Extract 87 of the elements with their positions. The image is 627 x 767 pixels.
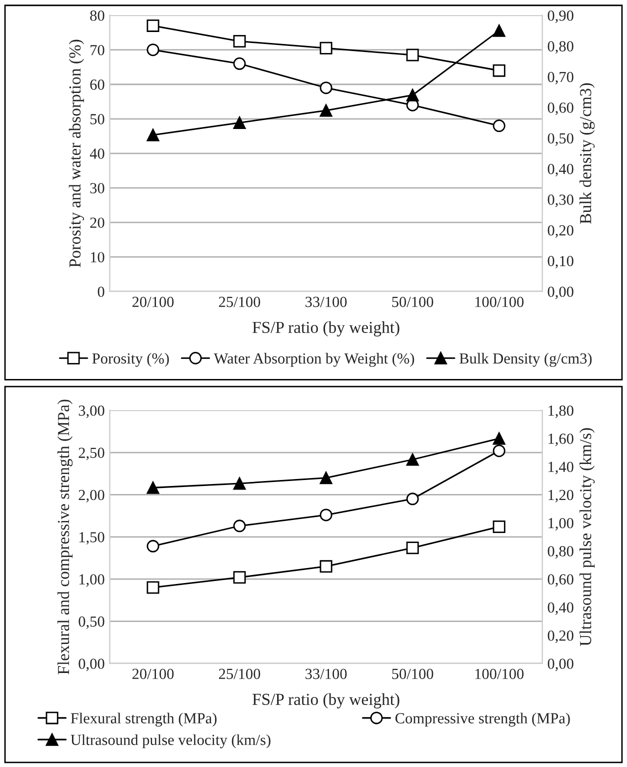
point xyxy=(320,42,332,54)
y-tick-label: 40 xyxy=(90,148,104,159)
y2-tick-label: 0,90 xyxy=(548,10,574,23)
y-tick-label: 0,00 xyxy=(78,658,104,672)
legend-label: Water Absorption by Weight (%) xyxy=(214,352,414,367)
x-tick-label: 33/100 xyxy=(306,668,347,680)
y-tick-label: 0 xyxy=(98,286,104,297)
point xyxy=(233,520,246,532)
y-axis-title: Porosity and water absorption (%) xyxy=(68,40,84,268)
point xyxy=(492,120,506,132)
legend-label: Porosity (%) xyxy=(92,352,169,367)
point xyxy=(233,477,246,490)
x-tick-label: 100/100 xyxy=(475,296,524,308)
x-tick-label: 25/100 xyxy=(218,296,260,308)
point xyxy=(406,453,419,466)
point xyxy=(492,432,506,445)
point xyxy=(320,82,332,94)
point xyxy=(320,560,332,573)
y2-tick-label: 1,00 xyxy=(548,518,574,530)
y2-tick-label: 0,40 xyxy=(548,602,574,615)
y2-axis-title: Bulk density (g/cm3) xyxy=(580,83,595,224)
y-tick-label: 0,50 xyxy=(78,616,104,629)
y-tick-label: 70 xyxy=(90,44,104,56)
point xyxy=(492,520,506,534)
y2-tick-label: 0,70 xyxy=(548,72,574,84)
x-tick-label: 20/100 xyxy=(132,296,174,308)
y2-tick-label: 0,00 xyxy=(548,286,574,300)
point xyxy=(233,571,246,584)
y-tick-label: 20 xyxy=(90,218,104,228)
point xyxy=(146,581,160,594)
y2-tick-label: 0,80 xyxy=(548,546,574,559)
y-tick-label: 60 xyxy=(90,80,104,90)
legend-label: Compressive strength (MPa) xyxy=(395,712,570,727)
point xyxy=(146,540,160,552)
y-tick-label: 2,50 xyxy=(78,448,104,460)
x-tick-label: 20/100 xyxy=(132,668,174,680)
y2-tick-label: 0,40 xyxy=(548,164,574,176)
y-tick-label: 3,00 xyxy=(78,405,104,418)
y2-tick-label: 1,40 xyxy=(548,462,574,474)
y2-tick-label: 0,30 xyxy=(548,194,574,208)
x-tick-label: 100/100 xyxy=(475,668,524,680)
point xyxy=(320,472,332,484)
y2-tick-label: 0,20 xyxy=(548,225,574,238)
y2-axis-title: Ultrasound pulse velocity (km/s) xyxy=(580,428,595,646)
point xyxy=(492,64,506,77)
point xyxy=(406,492,419,506)
y-tick-label: 30 xyxy=(90,183,104,194)
y2-tick-label: 0,10 xyxy=(548,256,574,268)
point xyxy=(146,44,160,56)
y2-tick-label: 1,20 xyxy=(548,490,574,502)
point xyxy=(233,57,246,70)
x-axis-title: FS/P ratio (by weight) xyxy=(252,321,400,336)
y2-tick-label: 0,20 xyxy=(548,630,574,643)
x-tick-label: 25/100 xyxy=(218,668,260,680)
y-tick-label: 1,00 xyxy=(79,574,104,587)
point xyxy=(492,444,506,458)
point xyxy=(233,34,246,48)
x-tick-label: 50/100 xyxy=(392,296,434,308)
y-tick-label: 2,00 xyxy=(78,490,104,502)
point xyxy=(492,24,506,37)
y2-tick-label: 1,80 xyxy=(548,405,574,418)
y-tick-label: 1,50 xyxy=(79,532,104,545)
y2-tick-label: 1,60 xyxy=(548,434,574,446)
y2-tick-label: 0,50 xyxy=(548,133,574,146)
legend-label: Flexural strength (MPa) xyxy=(70,712,217,727)
point xyxy=(320,508,332,522)
x-axis-title: FS/P ratio (by weight) xyxy=(252,693,400,708)
point xyxy=(406,48,419,62)
y-tick-label: 80 xyxy=(90,10,104,21)
point xyxy=(146,19,160,32)
y2-tick-label: 0,00 xyxy=(548,658,574,672)
y-axis-title: Flexural and compressive strength (MPa) xyxy=(57,400,73,674)
x-tick-label: 50/100 xyxy=(392,668,434,680)
point xyxy=(146,128,160,142)
legend-label: Ultrasound pulse velocity (km/s) xyxy=(70,734,270,748)
point xyxy=(146,481,160,494)
point xyxy=(406,542,419,554)
y2-tick-label: 0,60 xyxy=(548,102,574,116)
y2-tick-label: 0,80 xyxy=(548,41,574,54)
point xyxy=(233,116,246,129)
point xyxy=(320,104,332,117)
legend-label: Bulk Density (g/cm3) xyxy=(460,352,592,367)
point xyxy=(406,88,419,102)
x-tick-label: 33/100 xyxy=(306,296,347,308)
y2-tick-label: 0,60 xyxy=(548,574,574,587)
y-tick-label: 10 xyxy=(90,252,104,262)
y-tick-label: 50 xyxy=(90,114,104,124)
